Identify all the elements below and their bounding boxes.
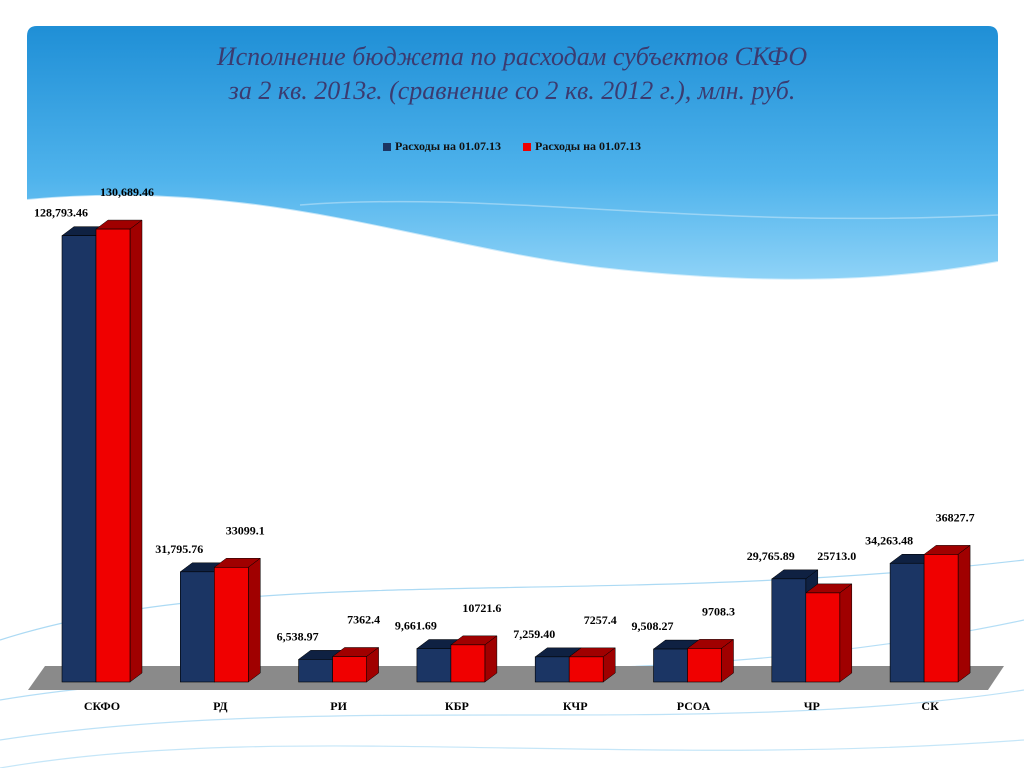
category-label-7: СК (921, 699, 939, 713)
category-label-2: РИ (330, 699, 347, 713)
chart-title-line-2: за 2 кв. 2013г. (сравнение со 2 кв. 2012… (228, 76, 796, 105)
legend-swatch-series-1 (382, 142, 391, 151)
category-label-0: СКФО (84, 699, 120, 713)
data-label-s2-4: 7257.4 (584, 613, 617, 627)
bar-s1-6 (771, 578, 807, 683)
data-label-s2-7: 36827.7 (936, 510, 975, 524)
data-label-s2-0: 130,689.46 (100, 185, 154, 199)
data-label-s1-0: 128,793.46 (34, 206, 88, 220)
legend-swatch-series-2 (523, 142, 531, 151)
data-label-s2-1: 33099.1 (226, 523, 265, 537)
bar-s1-2 (298, 659, 333, 683)
category-label-5: РСОА (677, 699, 711, 713)
chart-floor (28, 666, 1004, 690)
data-label-s2-5: 9708.3 (702, 604, 735, 618)
bar-s1-0 (61, 235, 97, 683)
category-label-6: ЧР (804, 699, 820, 713)
bar-s2-4 (568, 656, 604, 683)
data-label-s1-5: 9,508.27 (632, 619, 674, 633)
bar-s2-6 (805, 592, 841, 683)
data-label-s2-6: 25713.0 (817, 549, 856, 563)
bar-s1-7 (889, 562, 925, 683)
bar-s1-1 (180, 571, 215, 683)
bar-s2-2 (332, 656, 367, 683)
data-label-s1-4: 7,259.40 (513, 627, 555, 641)
category-label-4: КЧР (563, 699, 588, 713)
bar-s2-1 (214, 566, 249, 683)
data-label-s1-1: 31,795.76 (155, 542, 203, 556)
bar-side-s2-0 (129, 219, 143, 683)
legend-label-series-2: Расходы на 01.07.13 (535, 139, 642, 153)
category-label-3: КБР (445, 699, 469, 713)
data-label-s1-6: 29,765.89 (747, 549, 795, 563)
bar-side-s2-7 (957, 544, 971, 683)
data-label-s2-2: 7362.4 (347, 612, 380, 626)
bar-s1-3 (416, 648, 452, 683)
chart-title-line-1: Исполнение бюджета по расходам субъектов… (216, 42, 808, 71)
legend-label-series-1: Расходы на 01.07.13 (394, 139, 501, 153)
legend-item-series-2: Расходы на 01.07.13 (523, 139, 641, 154)
legend-item-series-1: Расходы на 01.07.13 (382, 139, 501, 154)
data-label-s1-7: 34,263.48 (865, 533, 913, 547)
bar-side-s2-6 (839, 583, 853, 683)
category-label-1: РД (213, 699, 228, 713)
bar-s2-7 (923, 554, 959, 683)
bar-s2-0 (95, 228, 131, 683)
bar-s1-5 (653, 648, 688, 683)
data-label-s1-2: 6,538.97 (277, 629, 319, 643)
chart-legend: Расходы на 01.07.13 Расходы на 01.07.13 (0, 139, 1024, 154)
bar-s2-5 (687, 648, 722, 683)
bar-side-s2-1 (248, 557, 261, 683)
bar-s1-4 (534, 656, 570, 683)
data-label-s2-3: 10721.6 (462, 601, 501, 615)
data-label-s1-3: 9,661.69 (395, 619, 437, 633)
bar-s2-3 (450, 644, 486, 683)
